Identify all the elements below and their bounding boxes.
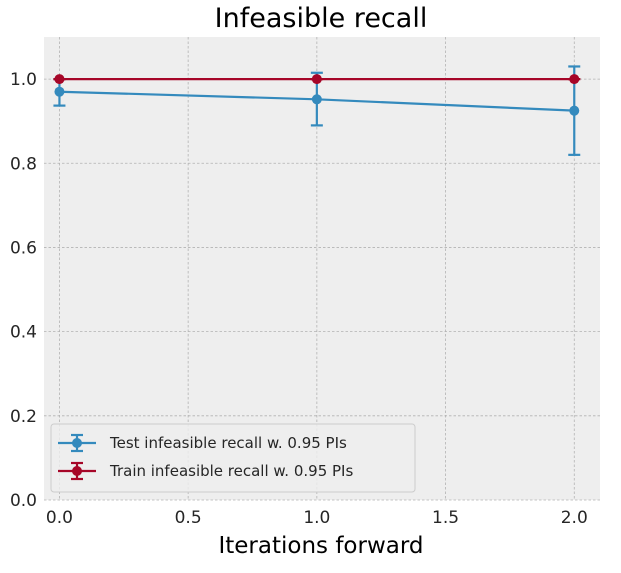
legend-marker-swatch (72, 438, 82, 448)
legend-entry: Train infeasible recall w. 0.95 PIs (58, 461, 353, 481)
series-train (53, 74, 581, 85)
y-tick-label: 1.0 (10, 70, 37, 90)
x-tick-label: 0.0 (46, 508, 73, 528)
data-point (311, 74, 322, 85)
data-point (569, 105, 580, 116)
legend-box (50, 423, 416, 493)
y-tick-label: 0.4 (10, 323, 37, 343)
y-tick-label: 0.0 (10, 491, 37, 511)
legend-entry: Test infeasible recall w. 0.95 PIs (58, 433, 347, 453)
plot-area (44, 37, 600, 500)
x-axis-title: Iterations forward (218, 533, 423, 559)
legend-label: Test infeasible recall w. 0.95 PIs (109, 434, 347, 452)
data-point (569, 74, 580, 85)
x-tick-label: 1.0 (303, 508, 330, 528)
legend-label: Train infeasible recall w. 0.95 PIs (109, 462, 353, 480)
x-tick-label: 1.5 (432, 508, 459, 528)
data-point (311, 94, 322, 105)
data-point (54, 74, 65, 85)
x-tick-label: 2.0 (561, 508, 588, 528)
legend-marker-swatch (72, 466, 82, 476)
y-tick-label: 0.6 (10, 238, 37, 258)
axis-ticks: 0.0 0.5 1.0 1.5 2.0 0.0 0.2 0.4 0.6 0.8 1.0 (10, 70, 588, 528)
chart-title: Infeasible recall (215, 3, 428, 34)
y-tick-label: 0.8 (10, 154, 37, 174)
legend: Test infeasible recall w. 0.95 PIs Train … (50, 423, 416, 493)
x-tick-label: 0.5 (175, 508, 202, 528)
data-point (54, 86, 65, 97)
series-layer (53, 65, 581, 156)
y-tick-label: 0.2 (10, 407, 37, 427)
